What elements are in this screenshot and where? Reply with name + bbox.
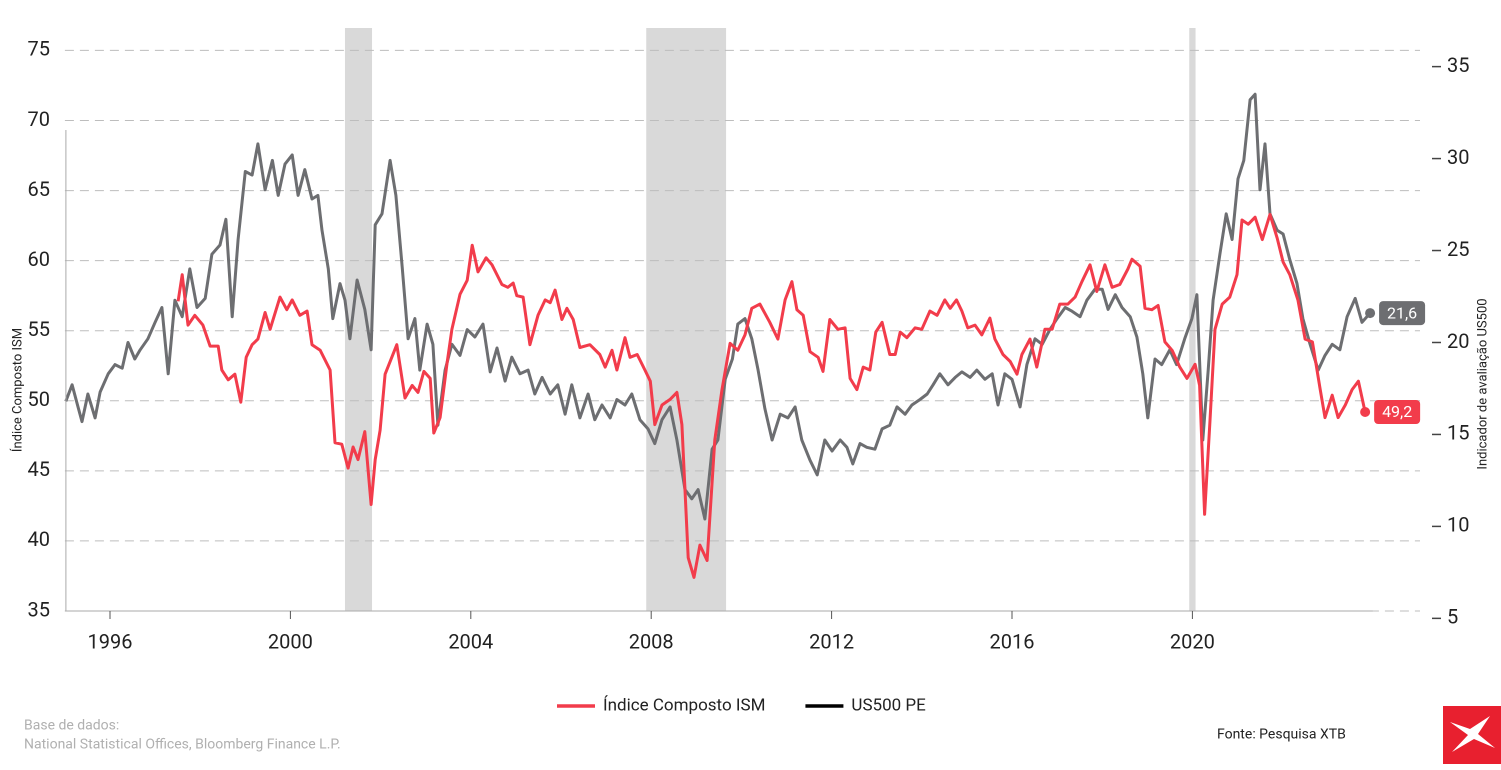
x-tick-label: 2004 — [448, 629, 493, 653]
y-tick-label: 60 — [28, 247, 50, 271]
y2-tick-label: 5 — [1447, 605, 1458, 629]
series-line — [64, 92, 1372, 521]
x-tick-label: 2008 — [629, 629, 674, 653]
shaded-range — [344, 28, 373, 611]
x-tick-label: 2000 — [268, 629, 313, 653]
end-point — [1360, 406, 1371, 417]
end-point — [1365, 308, 1376, 319]
y2-tick-label: 10 — [1447, 513, 1469, 537]
logo — [1443, 706, 1501, 764]
y-tick-label: 35 — [28, 597, 50, 621]
end-label-box — [1379, 301, 1426, 326]
y-tick-label: 65 — [28, 177, 50, 201]
y-tick-label: 45 — [28, 457, 50, 481]
y-tick-label: 50 — [28, 387, 50, 411]
source: National Statistical Offices, Bloomberg … — [24, 737, 341, 753]
legend-label: Índice Composto ISM — [603, 695, 765, 715]
y-axis-label: Índice Composto ISM — [9, 328, 25, 452]
end-label: 21,6 — [1387, 303, 1417, 322]
plot-area: 21,6 49,2 — [64, 28, 1426, 612]
y-tick-label: 75 — [28, 37, 50, 61]
legend-label: US500 PE — [851, 695, 926, 715]
credit: Fonte: Pesquisa XTB — [1217, 727, 1346, 743]
y2-tick-label: 25 — [1447, 237, 1469, 261]
y2-tick-label: 30 — [1447, 145, 1469, 169]
source-label: Base de dados: — [24, 718, 119, 734]
end-label: 49,2 — [1382, 402, 1412, 421]
series-line — [176, 212, 1367, 579]
y2-tick-label: 20 — [1447, 329, 1469, 353]
y2-axis-label: Indicador de avaliação US500 — [1475, 298, 1490, 469]
x-tick-label: 2016 — [990, 629, 1035, 653]
y-tick-label: 70 — [28, 107, 50, 131]
y-tick-label: 55 — [28, 317, 50, 341]
x-tick-label: 2012 — [809, 629, 854, 653]
logo-mark — [1450, 716, 1495, 752]
y-tick-label: 40 — [28, 527, 50, 551]
x-tick-label: 2020 — [1170, 629, 1215, 653]
end-label-box — [1374, 399, 1421, 424]
y2-tick-label: 15 — [1447, 421, 1469, 445]
x-tick-label: 1996 — [88, 629, 133, 653]
y2-tick-label: 35 — [1447, 53, 1469, 77]
